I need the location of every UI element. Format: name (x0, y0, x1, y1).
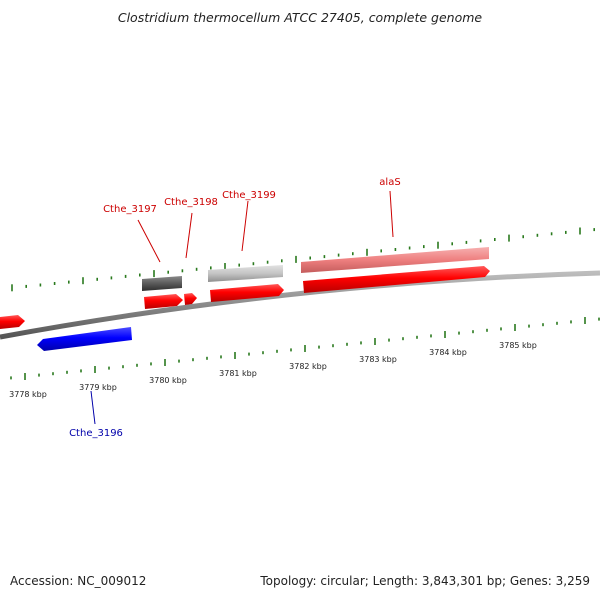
gene-arrow-cthe-3196[interactable] (37, 327, 132, 351)
alas-homolog-block (301, 247, 489, 273)
scale-label: 3781 kbp (219, 369, 257, 378)
gene-label-cthe-3197[interactable]: Cthe_3197 (103, 204, 157, 215)
genome-title: Clostridium thermocellum ATCC 27405, com… (118, 10, 483, 25)
genome-summary-text: Topology: circular; Length: 3,843,301 bp… (260, 574, 590, 588)
cthe-3197-homolog-block (142, 276, 182, 291)
accession-text: Accession: NC_009012 (10, 574, 147, 588)
gene-label-cthe-3198[interactable]: Cthe_3198 (164, 197, 218, 208)
gene-arrow-cthe-3199[interactable] (210, 284, 284, 302)
gene-arrow-offscreen-left[interactable] (0, 315, 25, 329)
cthe-3199-homolog-block (208, 265, 283, 282)
leader-line-cthe-3196 (90, 390, 96, 425)
gene-arrow-alas[interactable] (303, 266, 490, 293)
scale-label: 3785 kbp (499, 341, 537, 350)
leader-line-cthe-3198 (185, 212, 193, 259)
scale-label: 3784 kbp (429, 348, 467, 357)
scale-label: 3780 kbp (149, 376, 187, 385)
gene-arrow-cthe-3198[interactable] (184, 293, 197, 305)
gene-label-cthe-3196[interactable]: Cthe_3196 (69, 428, 123, 439)
inner-tick-track (10, 317, 600, 380)
outer-tick-track (11, 227, 596, 292)
scale-label: 3779 kbp (79, 383, 117, 392)
leader-line-alas (389, 190, 394, 238)
gene-arrow-cthe-3197[interactable] (144, 294, 183, 309)
scale-label: 3782 kbp (289, 362, 327, 371)
gene-label-cthe-3199[interactable]: Cthe_3199 (222, 190, 276, 201)
scale-label: 3778 kbp (9, 390, 47, 399)
leader-line-cthe-3197 (137, 219, 161, 263)
gene-label-alas[interactable]: alaS (379, 177, 400, 188)
sequence-backbone (0, 270, 600, 340)
scale-label: 3783 kbp (359, 355, 397, 364)
scale-labels: 3778 kbp 3779 kbp 3780 kbp 3781 kbp 3782 kbp… (9, 341, 537, 399)
leader-line-cthe-3199 (241, 200, 249, 252)
